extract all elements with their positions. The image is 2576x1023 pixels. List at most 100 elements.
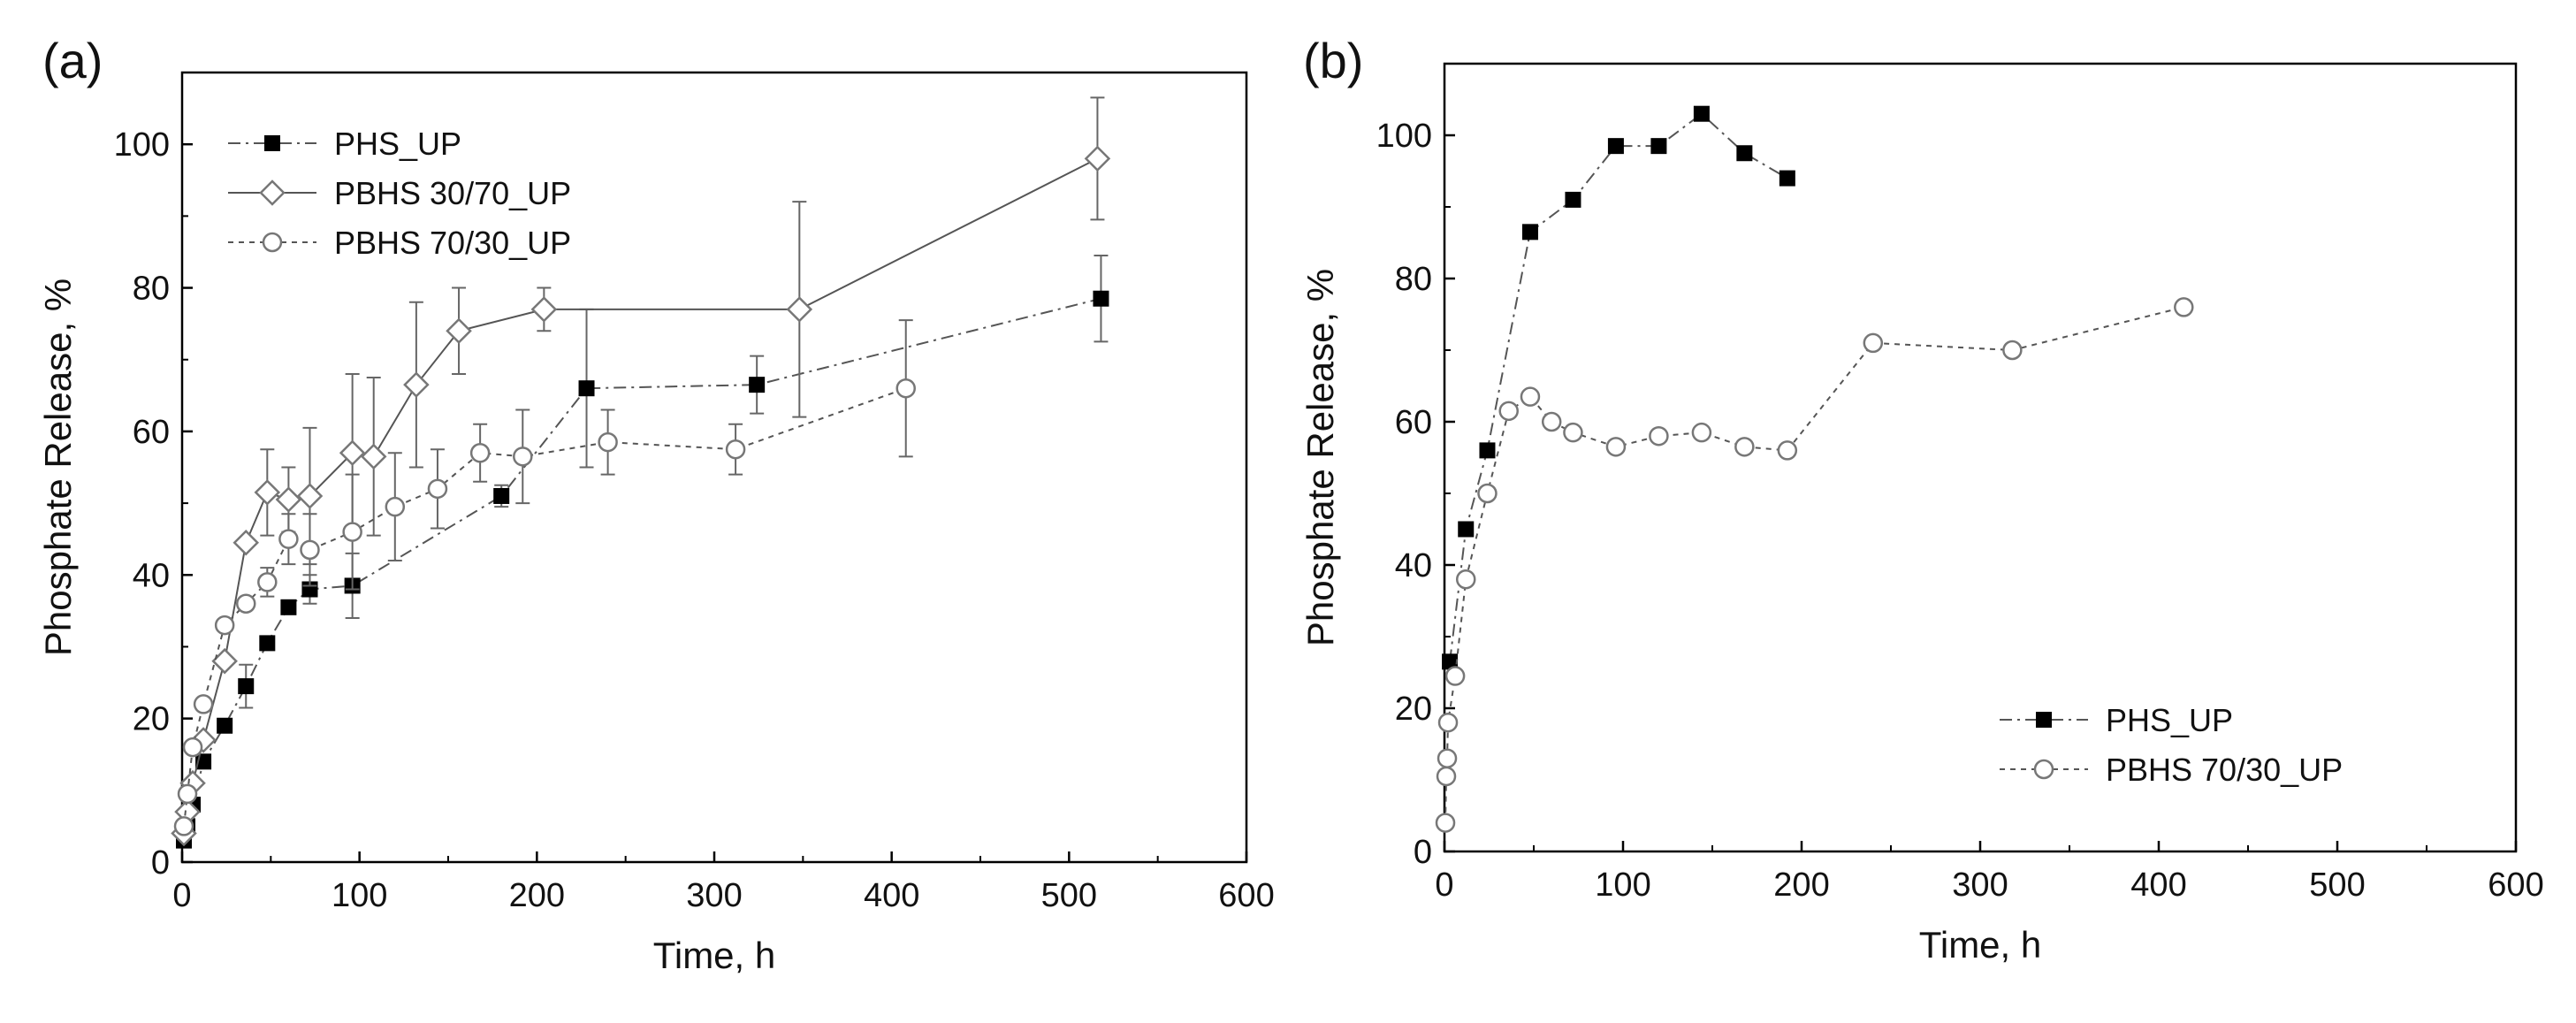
panel-a-y-tick-label: 60 <box>133 414 170 451</box>
panel-b-x-tick-label: 0 <box>1435 866 1453 904</box>
panel-b-series-1 <box>1442 105 1795 670</box>
panel-b-data-point <box>1863 332 1884 354</box>
panel-b-y-axis-label: Phosphate Release, % <box>1299 269 1341 646</box>
panel-a-data-point <box>469 443 491 463</box>
panel-a: (a) 0 100 200 300 400 500 600 0 20 40 60 80 100 Time, … <box>37 33 1275 976</box>
panel-b-data-point <box>1437 712 1459 733</box>
panel-a-data-point <box>578 380 595 397</box>
panel-b-plot-frame <box>1443 62 2518 853</box>
panel-a-y-tick-label: 0 <box>151 844 170 882</box>
panel-a-data-point <box>296 483 324 509</box>
panel-a-y-axis-label: Phosphate Release, % <box>37 279 79 656</box>
panel-b-data-point <box>1693 105 1710 122</box>
panel-b-data-point <box>1779 170 1795 187</box>
panel-b-y-tick-label: 20 <box>1395 691 1432 728</box>
panel-a-data-point <box>360 443 387 470</box>
panel-a-data-point <box>259 635 276 652</box>
panel-a-data-point <box>238 678 255 695</box>
panel-b-data-point <box>1734 437 1755 457</box>
panel-a-x-tick-label: 100 <box>332 877 387 914</box>
panel-a-data-point <box>300 539 320 561</box>
panel-b-series-2 <box>1435 297 2194 833</box>
panel-b-data-point <box>1479 442 1496 459</box>
panel-a-label: (a) <box>42 33 103 88</box>
panel-a-data-point <box>182 737 203 758</box>
panel-b-data-point <box>1605 437 1627 457</box>
panel-b-legend-label: PBHS 70/30_UP <box>2106 752 2343 788</box>
panel-a-legend-label: PHS_UP <box>334 126 461 162</box>
panel-a-data-point <box>513 447 533 467</box>
panel-a-data-point <box>214 615 235 636</box>
panel-a-data-point <box>177 783 198 805</box>
panel-a-data-point <box>217 717 233 734</box>
panel-a-x-tick-label: 0 <box>172 877 191 914</box>
panel-b-label: (b) <box>1303 33 1363 88</box>
panel-b-x-tick-label: 500 <box>2309 866 2365 904</box>
panel-b-y-tick-label: 100 <box>1376 118 1432 155</box>
panel-a-series-line <box>183 387 907 827</box>
panel-a-y-tick-label: 100 <box>114 126 170 164</box>
panel-b-data-point <box>1541 411 1562 432</box>
panel-b: (b) 0 100 200 300 400 500 600 0 20 40 60 80 100 Time, … <box>1299 33 2544 966</box>
panel-b-data-point <box>2002 340 2023 361</box>
panel-b-legend-entry: PBHS 70/30_UP <box>2000 752 2343 788</box>
panel-b-y-tick-label: 60 <box>1395 404 1432 441</box>
panel-a-y-tick-label: 80 <box>133 271 170 308</box>
panel-a-series-3 <box>173 319 916 836</box>
panel-b-data-point <box>1649 425 1669 447</box>
panel-b-data-point <box>1777 440 1798 461</box>
panel-a-data-point <box>339 439 366 467</box>
panel-a-data-point <box>1093 290 1109 307</box>
panel-a-data-point <box>280 599 297 615</box>
panel-b-data-point <box>1436 766 1457 787</box>
panel-b-data-point <box>1650 138 1667 155</box>
panel-a-legend-marker <box>262 232 283 253</box>
panel-b-legend-marker <box>2036 712 2052 728</box>
panel-a-data-point <box>278 529 299 549</box>
panel-b-series-line <box>1444 306 2184 823</box>
panel-a-legend-entry: PBHS 70/30_UP <box>228 225 571 261</box>
panel-a-x-tick-label: 400 <box>864 877 919 914</box>
panel-a-data-point <box>173 816 194 836</box>
panel-a-data-point <box>896 378 916 399</box>
panel-b-x-axis-label: Time, h <box>1919 924 2041 966</box>
panel-a-data-point <box>275 486 302 513</box>
panel-a-data-point <box>254 479 281 506</box>
panel-a-data-point <box>385 496 406 517</box>
panel-a-data-point <box>235 593 256 614</box>
panel-a-legend-marker <box>264 135 280 151</box>
panel-a-x-tick-label: 200 <box>509 877 565 914</box>
panel-b-legend-entry: PHS_UP <box>2000 702 2233 738</box>
panel-a-series-line <box>183 297 1101 841</box>
panel-a-data-point <box>342 522 362 542</box>
panel-b-legend-label: PHS_UP <box>2106 702 2233 738</box>
panel-a-series-2 <box>171 96 1111 847</box>
panel-b-x-tick-label: 300 <box>1952 866 2008 904</box>
panel-b-data-point <box>1435 813 1456 833</box>
panel-b-y-tick-label: 0 <box>1414 834 1432 871</box>
panel-b-data-point <box>1442 653 1459 670</box>
panel-b-data-point <box>1521 224 1538 240</box>
panel-a-data-point <box>232 529 260 556</box>
panel-a-data-point <box>446 317 472 345</box>
panel-b-x-tick-label: 100 <box>1595 866 1650 904</box>
panel-b-y-tick-label: 80 <box>1395 261 1432 298</box>
panel-a-legend-label: PBHS 70/30_UP <box>334 225 571 261</box>
panel-b-data-point <box>1736 145 1753 162</box>
panel-a-data-point <box>530 296 558 323</box>
panel-b-data-point <box>1498 401 1519 422</box>
panel-b-data-point <box>1444 666 1466 686</box>
panel-b-data-point <box>1563 422 1583 443</box>
panel-a-data-point <box>193 694 214 714</box>
panel-a-data-point <box>1084 145 1111 172</box>
panel-a-data-point <box>211 647 238 675</box>
panel-a-data-point <box>598 431 618 453</box>
panel-a-legend-label: PBHS 30/70_UP <box>334 175 571 211</box>
panel-a-x-tick-label: 300 <box>686 877 742 914</box>
panel-b-series-line <box>1449 112 1788 662</box>
panel-b-data-point <box>1437 748 1458 768</box>
panel-b-y-tick-label: 40 <box>1395 547 1432 584</box>
panel-a-legend-entry: PBHS 30/70_UP <box>228 175 571 211</box>
panel-a-legend-entry: PHS_UP <box>228 126 461 162</box>
